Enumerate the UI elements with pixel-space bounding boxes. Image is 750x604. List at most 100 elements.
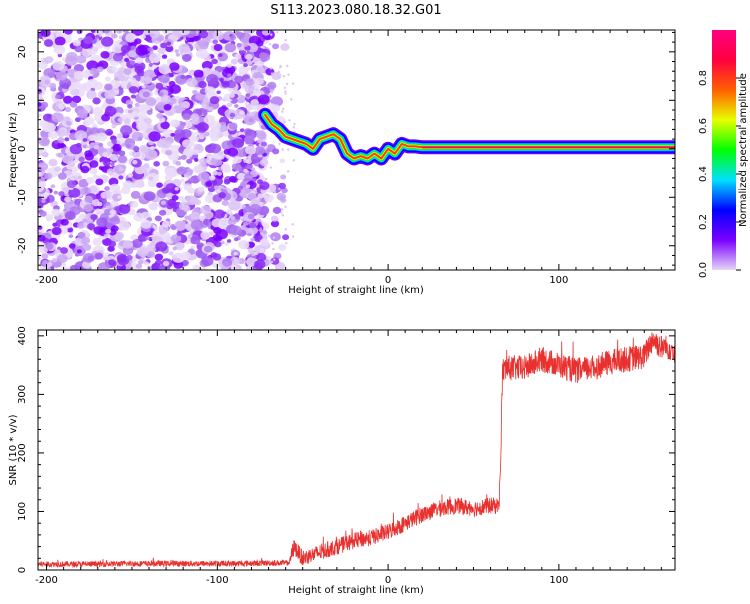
noise-blob: [129, 86, 139, 94]
noise-blob: [127, 104, 133, 109]
noise-blob: [109, 216, 121, 225]
snr-y-tick-label: 200: [17, 443, 28, 462]
noise-blob: [104, 76, 111, 82]
noise-blob: [51, 208, 61, 217]
noise-blob: [248, 226, 259, 235]
noise-blob: [116, 30, 123, 34]
noise-blob: [38, 162, 49, 172]
noise-dot: [283, 86, 287, 90]
noise-blob: [255, 85, 261, 90]
noise-blob: [153, 161, 160, 167]
noise-blob: [111, 33, 118, 39]
noise-dot: [279, 66, 282, 69]
noise-blob: [213, 227, 222, 235]
noise-blob: [41, 253, 49, 260]
noise-blob: [72, 39, 81, 47]
noise-blob: [142, 91, 150, 98]
noise-blob: [112, 143, 122, 152]
noise-blob: [221, 199, 229, 207]
noise-blob: [90, 214, 98, 220]
noise-blob: [254, 146, 266, 155]
noise-blob: [53, 190, 59, 195]
noise-blob: [53, 44, 66, 55]
noise-blob: [130, 182, 137, 189]
noise-blob: [56, 129, 66, 138]
noise-blob: [232, 138, 245, 149]
spectrogram-y-tick-label: -20: [17, 238, 28, 254]
colorbar-label: Normalized spectral amplitude: [738, 73, 749, 227]
noise-blob: [246, 159, 252, 164]
noise-blob: [58, 191, 65, 197]
noise-blob: [68, 187, 81, 198]
noise-blob: [125, 143, 131, 149]
noise-blob: [160, 42, 168, 49]
noise-blob: [106, 168, 115, 175]
noise-blob: [111, 124, 117, 129]
noise-blob: [147, 180, 157, 188]
noise-blob: [63, 95, 73, 104]
noise-blob: [253, 251, 259, 256]
noise-blob: [55, 70, 68, 81]
noise-blob: [125, 99, 134, 106]
noise-blob: [129, 150, 136, 157]
noise-blob: [135, 263, 143, 269]
noise-dot: [282, 74, 286, 78]
noise-blob: [64, 137, 70, 142]
noise-blob: [81, 48, 92, 58]
snr-frame: [37, 329, 676, 571]
noise-blob: [64, 106, 72, 113]
noise-blob: [150, 145, 156, 151]
noise-blob: [134, 65, 144, 74]
spectrogram-y-label: Frequency (Hz): [8, 112, 19, 188]
noise-dot: [287, 73, 290, 76]
noise-blob: [40, 30, 51, 38]
noise-blob: [120, 125, 133, 136]
noise-dot: [269, 166, 273, 169]
noise-blob: [197, 121, 209, 132]
noise-blob: [117, 117, 124, 123]
noise-blob: [259, 247, 265, 252]
noise-blob: [57, 53, 63, 58]
noise-blob: [245, 59, 253, 66]
noise-blob: [108, 259, 116, 266]
noise-blob: [74, 45, 83, 53]
noise-blob: [239, 128, 245, 133]
noise-blob: [84, 116, 95, 126]
noise-blob: [214, 241, 222, 248]
noise-blob: [216, 90, 221, 95]
noise-blob: [83, 243, 92, 251]
noise-blob: [92, 174, 98, 179]
noise-blob: [143, 191, 156, 202]
noise-blob: [149, 30, 161, 39]
noise-blob: [73, 70, 85, 80]
noise-blob: [243, 168, 248, 173]
noise-blob: [38, 171, 42, 178]
noise-blob: [235, 164, 243, 171]
noise-blob: [148, 131, 161, 142]
noise-blob: [155, 82, 164, 90]
noise-blob: [250, 99, 259, 107]
noise-blob: [180, 128, 192, 139]
noise-blob: [245, 93, 251, 97]
noise-blob: [151, 64, 158, 69]
noise-blob: [54, 94, 61, 100]
noise-blob: [158, 63, 171, 75]
noise-blob: [176, 231, 182, 236]
noise-blob: [256, 253, 267, 262]
noise-blob: [45, 122, 57, 132]
noise-blob: [47, 262, 53, 267]
noise-blob: [238, 71, 244, 76]
noise-blob: [214, 209, 226, 219]
noise-blob: [244, 173, 254, 181]
colorbar-gradient: [712, 30, 736, 270]
noise-blob: [107, 196, 112, 201]
noise-blob: [84, 150, 93, 158]
noise-blob: [57, 254, 68, 263]
noise-dot: [281, 110, 284, 113]
noise-blob: [282, 234, 290, 241]
noise-dot: [265, 177, 268, 181]
noise-blob: [233, 237, 239, 242]
noise-blob: [127, 172, 134, 178]
noise-blob: [111, 43, 124, 54]
noise-blob: [104, 186, 111, 192]
